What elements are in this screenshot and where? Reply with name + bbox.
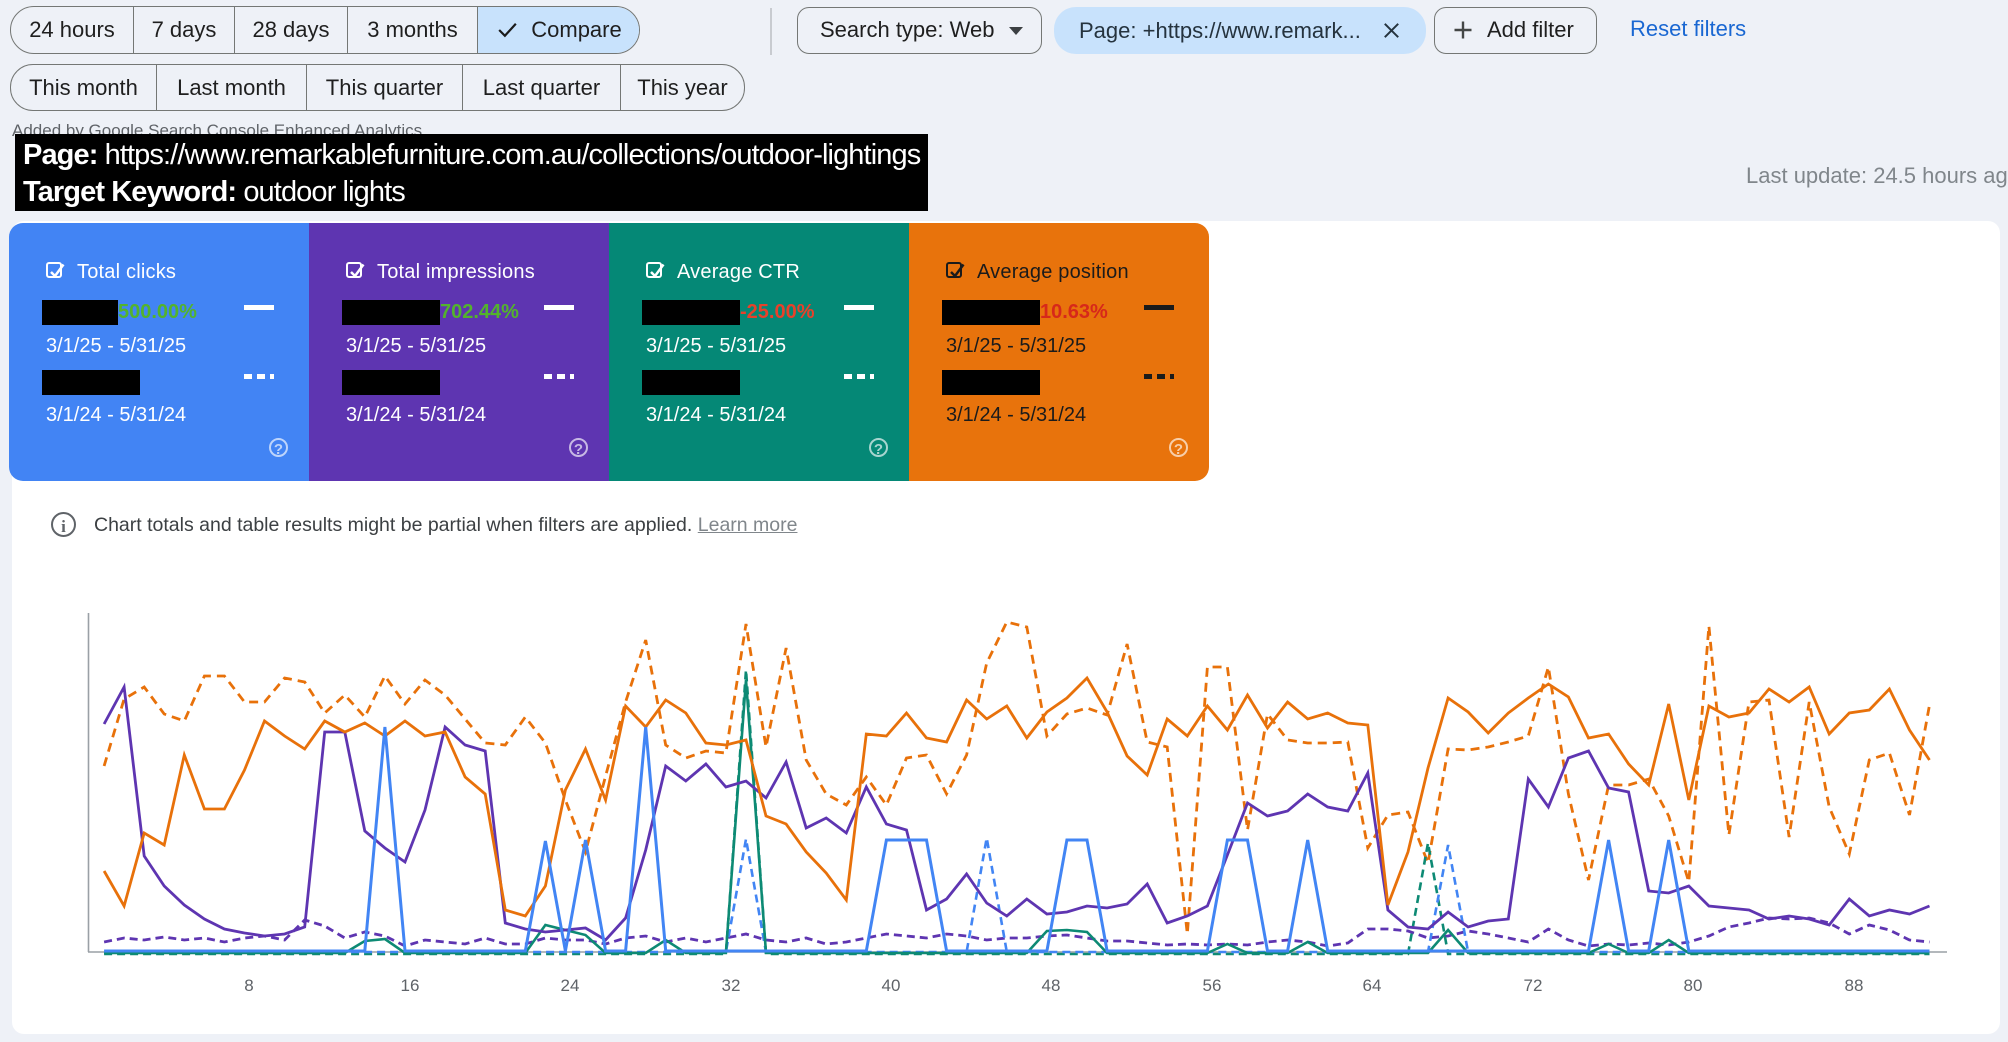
svg-text:80: 80 [1684, 976, 1703, 995]
svg-text:24: 24 [561, 976, 580, 995]
svg-text:32: 32 [722, 976, 741, 995]
svg-text:72: 72 [1524, 976, 1543, 995]
svg-text:8: 8 [244, 976, 253, 995]
svg-text:48: 48 [1042, 976, 1061, 995]
svg-text:40: 40 [882, 976, 901, 995]
svg-text:56: 56 [1203, 976, 1222, 995]
svg-text:16: 16 [401, 976, 420, 995]
svg-text:88: 88 [1845, 976, 1864, 995]
svg-text:64: 64 [1363, 976, 1382, 995]
